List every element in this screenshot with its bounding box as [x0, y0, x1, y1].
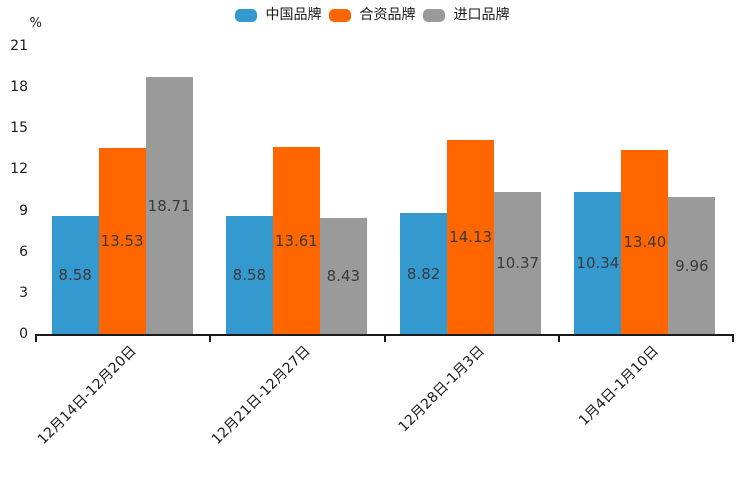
- x-axis-line: [35, 334, 734, 336]
- bar-进口品牌-3: [494, 191, 542, 334]
- x-axis-tick: [209, 336, 212, 342]
- bar-value-label: 8.58: [58, 266, 92, 285]
- bar-value-label: 10.34: [576, 254, 620, 273]
- x-axis-category-label: 12月14日-12月20日: [34, 343, 140, 448]
- legend-swatch-icon: [328, 8, 351, 22]
- bar-进口品牌-1: [145, 77, 193, 334]
- y-axis-tick-label: 12: [10, 161, 28, 178]
- y-axis-tick-label: 9: [19, 202, 28, 219]
- bar-进口品牌-4: [668, 197, 716, 334]
- x-axis-category-label: 12月28日-1月3日: [395, 343, 488, 436]
- bar-进口品牌-2: [319, 218, 367, 334]
- legend-swatch-icon: [422, 8, 445, 22]
- bar-中国品牌-1: [51, 216, 99, 334]
- bar-中国品牌-4: [574, 192, 622, 334]
- x-axis-tick: [383, 336, 386, 342]
- y-axis-unit-label: %: [29, 16, 42, 31]
- y-axis-tick-label: 6: [19, 243, 28, 260]
- bar-合资品牌-4: [621, 150, 669, 334]
- legend-item-1[interactable]: 中国品牌: [234, 7, 322, 23]
- x-axis-tick: [732, 336, 734, 342]
- bar-value-label: 8.43: [326, 267, 361, 286]
- y-axis-tick-label: 15: [10, 120, 28, 137]
- bar-合资品牌-3: [447, 140, 495, 334]
- y-axis-tick-label: 18: [10, 79, 28, 96]
- y-axis-tick-label: 3: [19, 284, 28, 301]
- y-axis-tick-label: 0: [19, 326, 28, 342]
- x-axis-category-label: 1月4日-1月10日: [576, 343, 663, 429]
- bar-合资品牌-2: [272, 147, 320, 334]
- bar-value-label: 9.96: [675, 256, 709, 275]
- bar-value-label: 13.53: [100, 232, 144, 251]
- bar-合资品牌-1: [98, 148, 146, 334]
- chart-legend: 中国品牌 合资品牌 进口品牌: [0, 7, 744, 23]
- bar-value-label: 13.40: [623, 233, 667, 252]
- x-axis-tick: [557, 336, 560, 342]
- y-axis-tick-label: 21: [10, 38, 28, 54]
- legend-swatch-icon: [234, 8, 257, 22]
- bar-中国品牌-2: [225, 216, 273, 334]
- bar-value-label: 14.13: [449, 228, 493, 247]
- legend-item-3[interactable]: 进口品牌: [422, 7, 510, 23]
- legend-label: 中国品牌: [265, 7, 322, 23]
- bar-value-label: 18.71: [147, 196, 191, 215]
- x-axis-category-label: 12月21日-12月27日: [208, 343, 314, 448]
- legend-item-2[interactable]: 合资品牌: [328, 7, 416, 23]
- bar-value-label: 8.58: [232, 266, 267, 285]
- bar-中国品牌-3: [400, 213, 448, 334]
- legend-label: 进口品牌: [453, 7, 510, 23]
- bar-value-label: 8.82: [406, 264, 441, 283]
- x-axis-tick: [35, 336, 37, 342]
- legend-label: 合资品牌: [359, 7, 416, 23]
- bar-value-label: 13.61: [274, 231, 318, 250]
- bar-value-label: 10.37: [496, 253, 540, 272]
